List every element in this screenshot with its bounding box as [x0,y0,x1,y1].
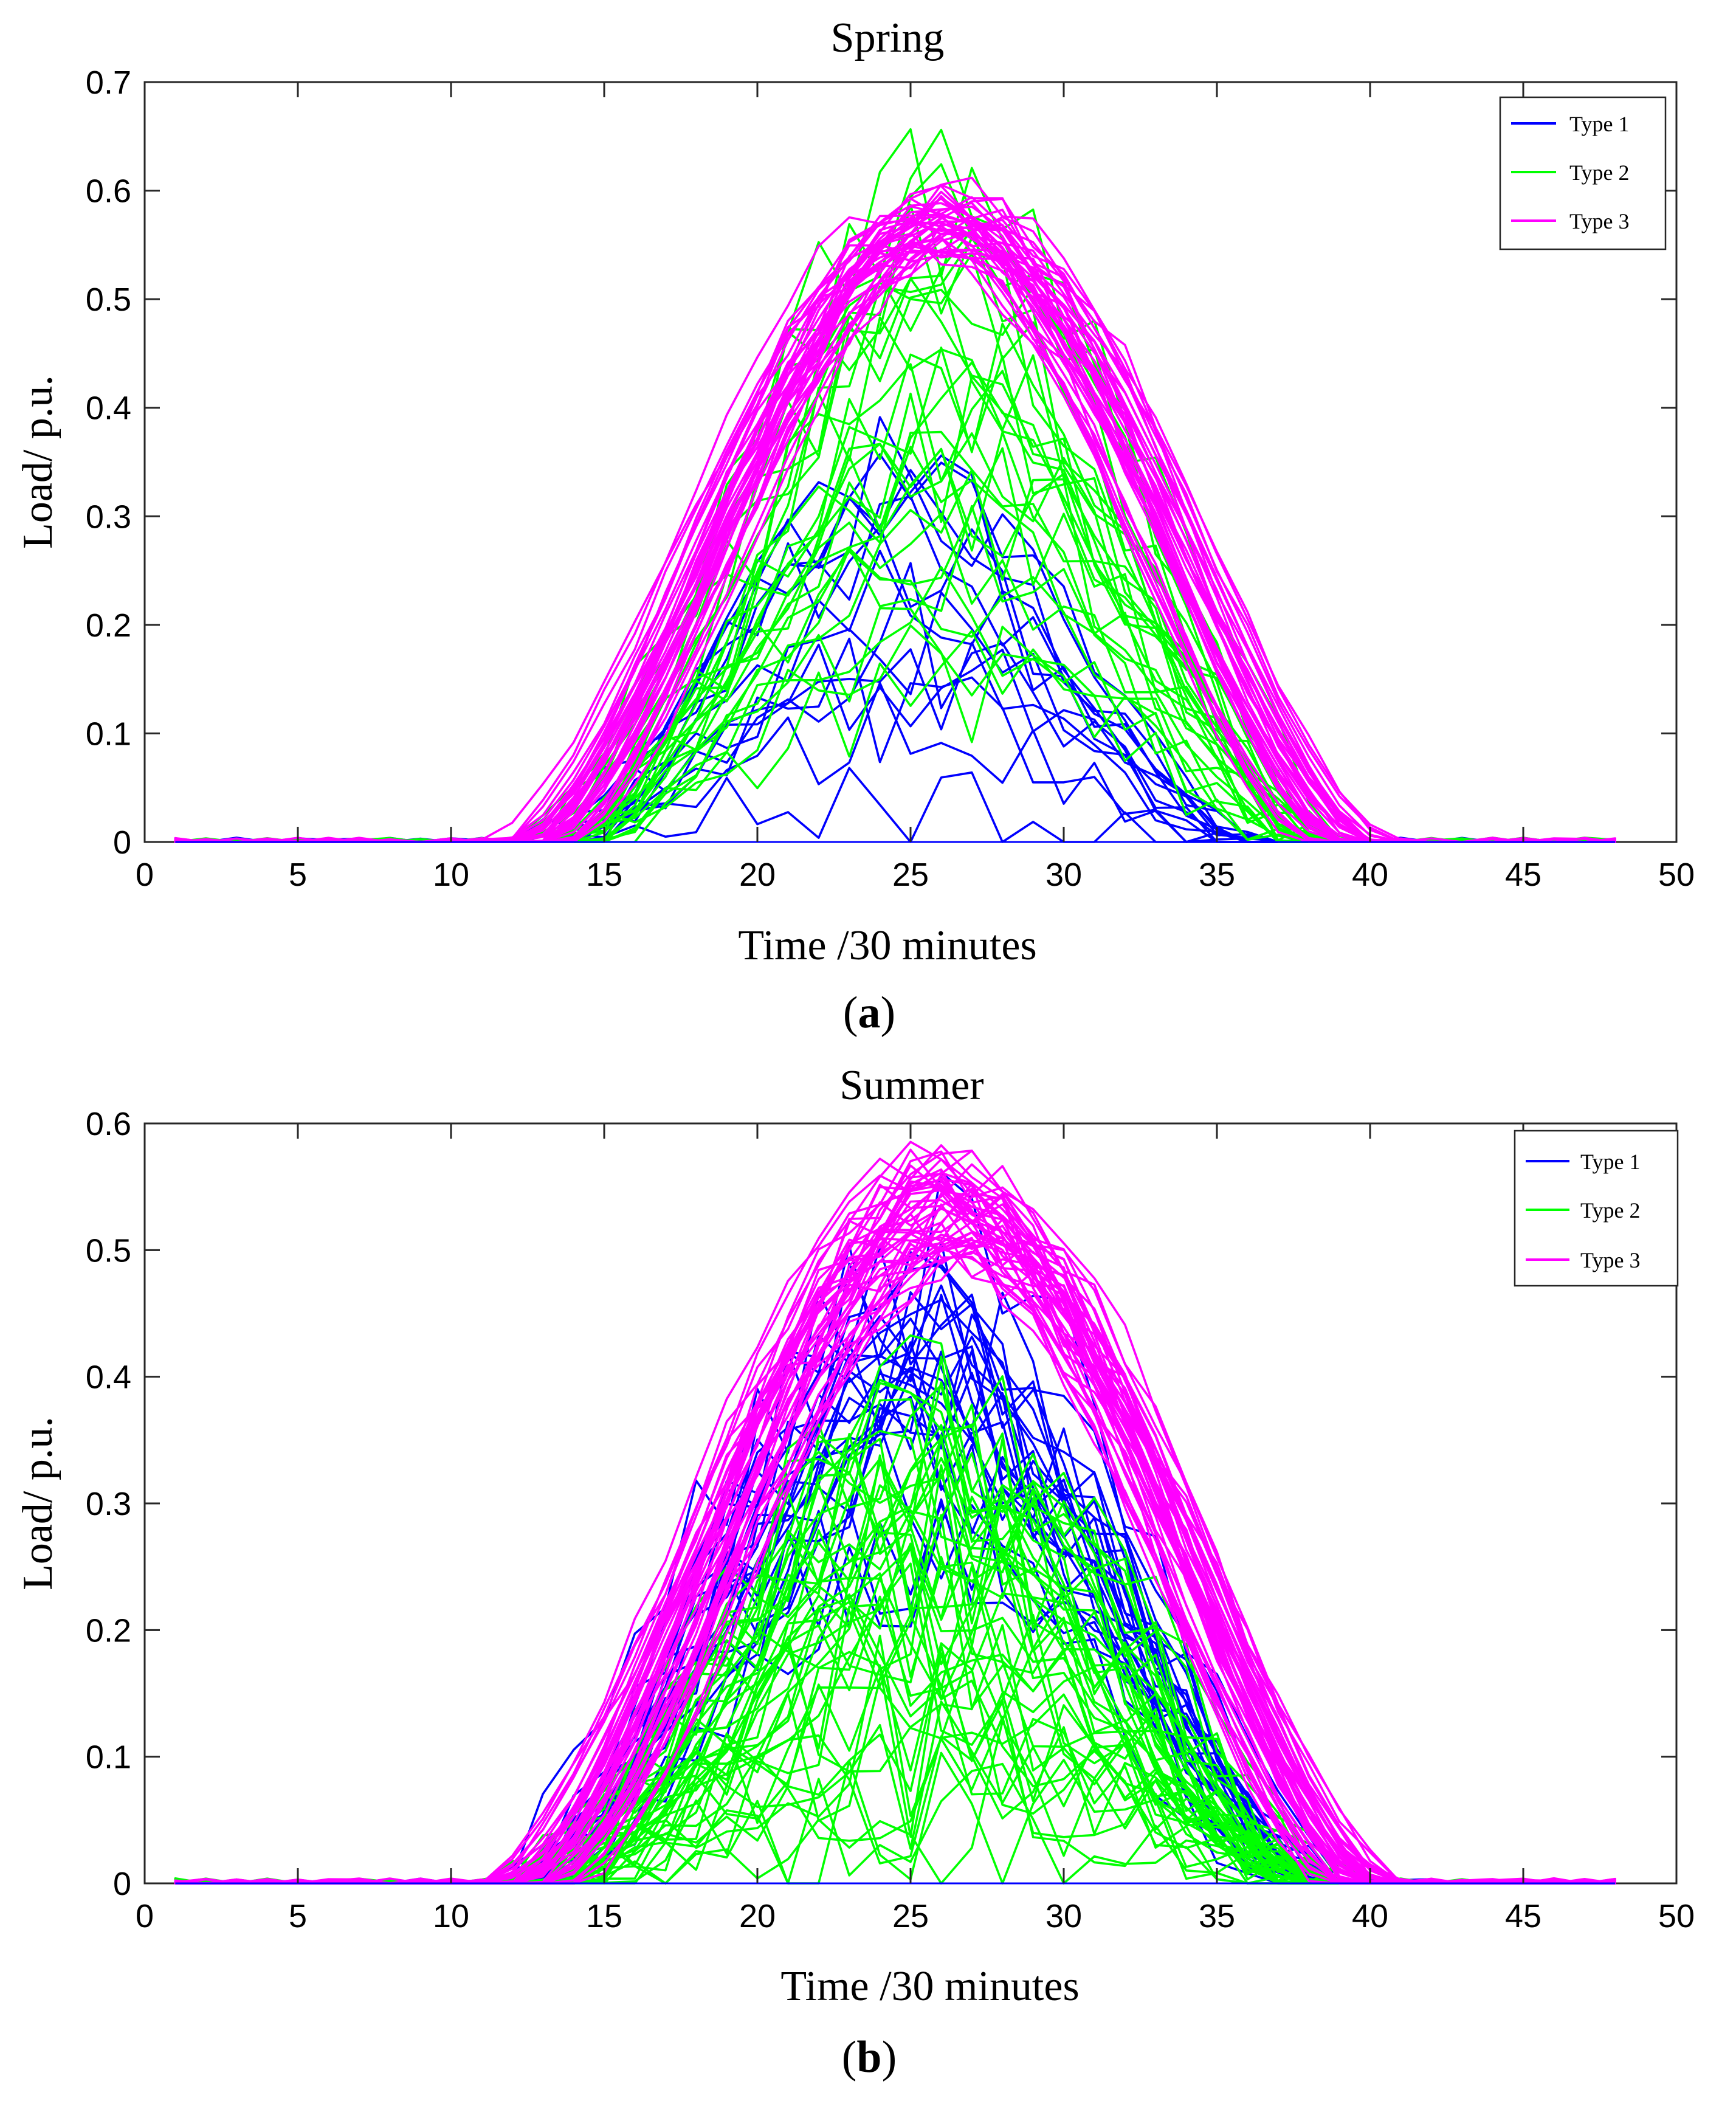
y-tick-label: 0.2 [86,607,131,644]
legend-label-type-2: Type 2 [1580,1198,1640,1223]
ticks-layer: 0 5 10 15 20 25 30 35 40 45 50 0 0.1 0.2 0.3 0.4 0.5 0.6 0… [86,64,1695,893]
legend-label-type-3: Type 3 [1569,209,1629,233]
panel-caption-letter: a [858,988,881,1038]
y-tick-label: 0.4 [86,1359,131,1396]
legend: Type 1 Type 2 Type 3 [1514,1130,1679,1287]
y-tick-label: 0.7 [86,64,131,101]
x-axis-title: Time /30 minutes [780,1963,1079,2010]
y-axis-title: Load/ p.u. [15,1416,61,1590]
chart-panel-summer: Summer 0 5 10 15 20 25 30 35 40 45 50 0 0.1 0.2 0.3 0.4… [15,1062,1695,2082]
y-axis-title: Load/ p.u. [15,375,61,549]
y-tick-label: 0.1 [86,1739,131,1776]
x-tick-label: 45 [1505,1898,1541,1934]
x-tick-label: 20 [739,857,776,893]
chart-panel-spring: Spring 0 5 10 15 20 25 30 35 40 45 50 0 0.1 0.2 0.3 0.4… [15,15,1695,1038]
x-tick-label: 50 [1658,1898,1695,1934]
chart-title: Spring [831,15,945,61]
legend-label-type-2: Type 2 [1569,160,1629,185]
x-tick-label: 20 [739,1898,776,1934]
x-tick-label: 30 [1045,857,1082,893]
x-tick-label: 0 [136,857,154,893]
x-tick-label: 15 [586,1898,622,1934]
legend-label-type-3: Type 3 [1580,1248,1640,1272]
y-tick-label: 0.6 [86,1106,131,1142]
x-tick-label: 30 [1045,1898,1082,1934]
x-axis-title: Time /30 minutes [738,922,1036,969]
x-tick-label: 40 [1352,1898,1388,1934]
y-tick-label: 0 [113,824,131,861]
x-tick-label: 50 [1658,857,1695,893]
x-tick-label: 5 [289,1898,307,1934]
x-tick-label: 15 [586,857,622,893]
y-tick-label: 0.2 [86,1612,131,1649]
y-tick-label: 0.5 [86,281,131,318]
x-tick-label: 35 [1199,857,1235,893]
panel-caption-letter: b [856,2032,881,2082]
y-tick-label: 0.6 [86,173,131,210]
x-tick-label: 35 [1199,1898,1235,1934]
legend-label-type-1: Type 1 [1580,1150,1640,1174]
y-tick-label: 0.5 [86,1232,131,1269]
series-layer [174,1140,1616,1885]
legend-label-type-1: Type 1 [1569,112,1629,136]
legend: Type 1 Type 2 Type 3 [1499,96,1667,250]
chart-title: Summer [839,1062,983,1109]
panel-caption: (a) [843,988,895,1038]
series-layer [174,128,1616,843]
x-tick-label: 10 [433,1898,469,1934]
y-tick-label: 0.4 [86,390,131,427]
y-tick-label: 0.3 [86,499,131,535]
x-tick-label: 40 [1352,857,1388,893]
x-tick-label: 0 [136,1898,154,1934]
y-tick-label: 0.1 [86,716,131,752]
series-line-type-3 [174,1195,1616,1885]
x-tick-label: 5 [289,857,307,893]
x-tick-label: 10 [433,857,469,893]
ticks-layer: 0 5 10 15 20 25 30 35 40 45 50 0 0.1 0.2 0.3 0.4 0.5 0.6 [86,1106,1695,1934]
y-tick-label: 0.3 [86,1486,131,1522]
x-tick-label: 25 [892,1898,929,1934]
x-tick-label: 45 [1505,857,1541,893]
y-tick-label: 0 [113,1866,131,1902]
panel-caption: (b) [842,2032,897,2082]
x-tick-label: 25 [892,857,929,893]
